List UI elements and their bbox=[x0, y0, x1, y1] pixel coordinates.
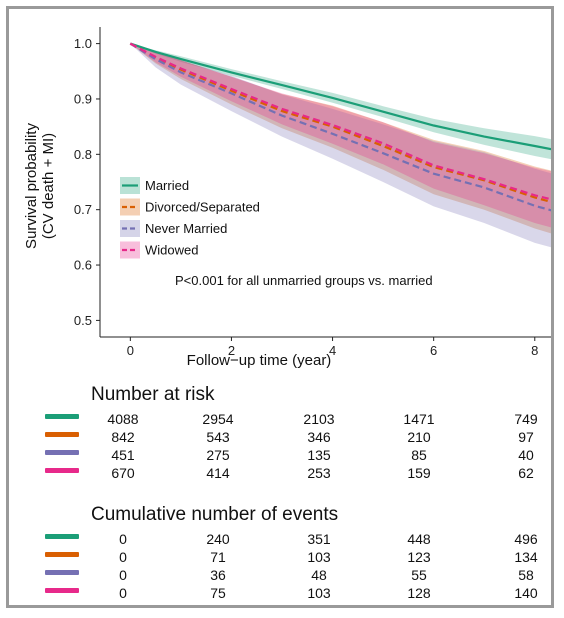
group-color-swatch bbox=[45, 450, 79, 455]
group-color-swatch bbox=[45, 588, 79, 593]
axes: 0.5 0.6 0.7 0.8 0.9 1.0 0 2 4 6 8 bbox=[74, 27, 551, 358]
table-cell: 71 bbox=[210, 549, 226, 565]
y-tick-label: 0.6 bbox=[74, 258, 92, 273]
group-color-swatch bbox=[45, 432, 79, 437]
table-cell: 140 bbox=[514, 585, 538, 601]
y-tick-label: 0.8 bbox=[74, 147, 92, 162]
table-cell: 346 bbox=[307, 429, 331, 445]
table-cell: 128 bbox=[407, 585, 431, 601]
table-row: 0 71 103 123 134 bbox=[9, 549, 551, 566]
table-cell: 842 bbox=[111, 429, 135, 445]
y-tick-label: 0.7 bbox=[74, 202, 92, 217]
table-cell: 240 bbox=[206, 531, 230, 547]
legend-label-widowed: Widowed bbox=[145, 243, 198, 258]
table-cell: 2103 bbox=[303, 411, 335, 427]
table-cell: 40 bbox=[518, 447, 534, 463]
table-cell: 448 bbox=[407, 531, 431, 547]
risk-table-title: Number at risk bbox=[91, 384, 215, 405]
table-cell: 2954 bbox=[202, 411, 234, 427]
legend-label-never-married: Never Married bbox=[145, 221, 227, 236]
table-cell: 0 bbox=[119, 531, 127, 547]
survival-plot: 0.5 0.6 0.7 0.8 0.9 1.0 0 2 4 6 8 Follow−up time (… bbox=[23, 27, 551, 369]
table-cell: 97 bbox=[518, 429, 534, 445]
x-axis-title: Follow−up time (year) bbox=[187, 352, 332, 369]
table-cell: 75 bbox=[210, 585, 226, 601]
band-never-married bbox=[130, 43, 551, 248]
group-color-swatch bbox=[45, 468, 79, 473]
table-cell: 55 bbox=[411, 567, 427, 583]
group-color-swatch bbox=[45, 552, 79, 557]
table-cell: 670 bbox=[111, 465, 135, 481]
y-tick-label: 0.5 bbox=[74, 313, 92, 328]
table-row: 0 240 351 448 496 bbox=[9, 531, 551, 548]
y-tick-label: 1.0 bbox=[74, 36, 92, 51]
table-row: 0 36 48 55 58 bbox=[9, 567, 551, 584]
x-tick-label: 4 bbox=[329, 343, 336, 358]
table-row: 670 414 253 159 62 bbox=[9, 465, 551, 482]
figure-frame: 0.5 0.6 0.7 0.8 0.9 1.0 0 2 4 6 8 Follow−up time (… bbox=[6, 6, 554, 608]
table-cell: 58 bbox=[518, 567, 534, 583]
legend-label-divorced-separated: Divorced/Separated bbox=[145, 200, 260, 215]
table-cell: 0 bbox=[119, 549, 127, 565]
curve-married bbox=[129, 42, 551, 151]
table-cell: 0 bbox=[119, 585, 127, 601]
table-row: 4088 2954 2103 1471 749 bbox=[9, 411, 551, 428]
x-tick-label: 8 bbox=[531, 343, 538, 358]
table-cell: 123 bbox=[407, 549, 431, 565]
table-cell: 85 bbox=[411, 447, 427, 463]
table-row: 451 275 135 85 40 bbox=[9, 447, 551, 464]
table-cell: 451 bbox=[111, 447, 135, 463]
table-cell: 103 bbox=[307, 585, 331, 601]
legend-label-married: Married bbox=[145, 178, 189, 193]
table-cell: 48 bbox=[311, 567, 327, 583]
table-cell: 543 bbox=[206, 429, 230, 445]
table-row: 0 75 103 128 140 bbox=[9, 585, 551, 602]
x-tick-label: 0 bbox=[127, 343, 134, 358]
table-cell: 134 bbox=[514, 549, 538, 565]
table-cell: 135 bbox=[307, 447, 331, 463]
table-cell: 275 bbox=[206, 447, 230, 463]
group-color-swatch bbox=[45, 570, 79, 575]
table-row: 842 543 346 210 97 bbox=[9, 429, 551, 446]
y-axis-subtitle: (CV death + MI) bbox=[40, 133, 57, 239]
survival-curves bbox=[129, 42, 551, 212]
table-cell: 4088 bbox=[107, 411, 139, 427]
table-cell: 496 bbox=[514, 531, 538, 547]
p-value-annotation: P<0.001 for all unmarried groups vs. mar… bbox=[175, 273, 433, 288]
table-cell: 103 bbox=[307, 549, 331, 565]
events-table-title: Cumulative number of events bbox=[91, 504, 339, 525]
legend: Married Divorced/Separated Never Married Wi… bbox=[120, 177, 260, 259]
table-cell: 749 bbox=[514, 411, 538, 427]
x-tick-label: 6 bbox=[430, 343, 437, 358]
table-cell: 62 bbox=[518, 465, 534, 481]
table-cell: 159 bbox=[407, 465, 431, 481]
table-cell: 210 bbox=[407, 429, 431, 445]
group-color-swatch bbox=[45, 414, 79, 419]
table-cell: 253 bbox=[307, 465, 331, 481]
curve-never-married bbox=[129, 42, 551, 212]
x-tick-label: 2 bbox=[228, 343, 235, 358]
y-tick-label: 0.9 bbox=[74, 91, 92, 106]
group-color-swatch bbox=[45, 534, 79, 539]
table-cell: 0 bbox=[119, 567, 127, 583]
table-cell: 351 bbox=[307, 531, 331, 547]
table-cell: 414 bbox=[206, 465, 230, 481]
y-axis-title: Survival probability bbox=[23, 123, 40, 249]
table-cell: 36 bbox=[210, 567, 226, 583]
curve-widowed bbox=[129, 42, 551, 201]
table-cell: 1471 bbox=[403, 411, 435, 427]
